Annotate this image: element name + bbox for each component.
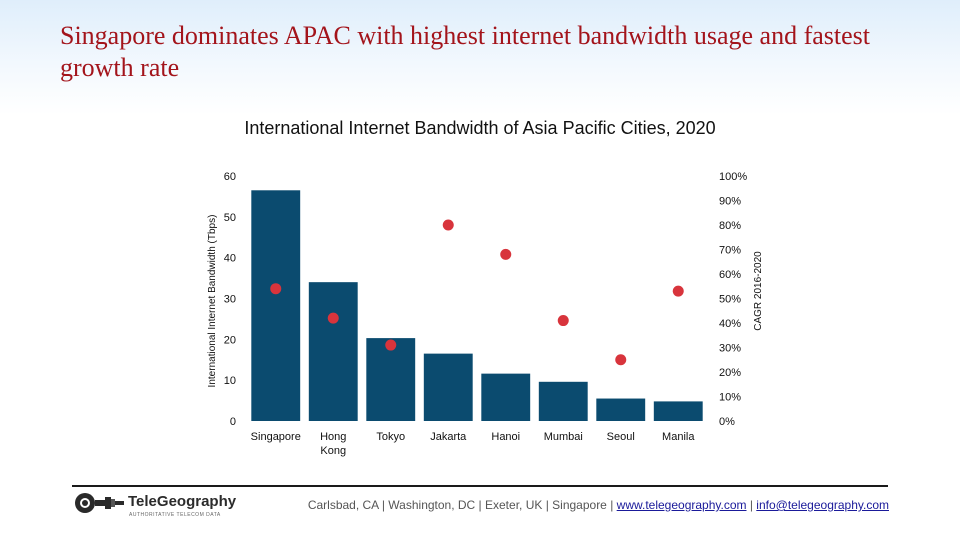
bar-hanoi bbox=[481, 373, 531, 421]
y2-tick-label: 30% bbox=[719, 343, 741, 355]
y-tick-label: 0 bbox=[230, 416, 236, 428]
cagr-point-hanoi bbox=[500, 248, 512, 260]
category-axis-labels: Singapore Hong Kong Tokyo Jakarta Hanoi Mumbai… bbox=[251, 431, 696, 457]
bar-jakarta bbox=[423, 353, 473, 421]
right-axis-ticks: 0% 10% 20% 30% 40% 50% 60% 70% 80% 90% 100% bbox=[719, 171, 747, 428]
bar-hong-kong bbox=[308, 282, 358, 421]
cagr-point-seoul bbox=[615, 354, 627, 366]
bar-series bbox=[251, 190, 703, 421]
bar-mumbai bbox=[538, 381, 588, 421]
telegeography-logo[interactable]: TeleGeography AUTHORITATIVE TELECOM DATA bbox=[74, 492, 237, 522]
cagr-point-manila bbox=[672, 285, 684, 297]
bar-tokyo bbox=[366, 338, 416, 421]
y-tick-label: 60 bbox=[224, 171, 236, 183]
cagr-point-jakarta bbox=[442, 219, 454, 231]
y-tick-label: 10 bbox=[224, 375, 236, 387]
y2-tick-label: 10% bbox=[719, 392, 741, 404]
x-tick-label: Hanoi bbox=[491, 431, 520, 443]
x-tick-label: Seoul bbox=[607, 431, 635, 443]
cagr-point-mumbai bbox=[557, 315, 569, 327]
y2-tick-label: 90% bbox=[719, 196, 741, 208]
y-tick-label: 20 bbox=[224, 334, 236, 346]
y-tick-label: 40 bbox=[224, 253, 236, 265]
y2-tick-label: 0% bbox=[719, 416, 735, 428]
y2-tick-label: 80% bbox=[719, 220, 741, 232]
x-tick-label: Singapore bbox=[251, 431, 301, 443]
x-tick-label: Hong Kong bbox=[320, 431, 346, 457]
email-link[interactable]: info@telegeography.com bbox=[756, 498, 889, 512]
brand-tagline: AUTHORITATIVE TELECOM DATA bbox=[129, 512, 221, 518]
y2-tick-label: 20% bbox=[719, 367, 741, 379]
y-tick-label: 50 bbox=[224, 212, 236, 224]
slide-title: Singapore dominates APAC with highest in… bbox=[60, 21, 870, 82]
y2-tick-label: 100% bbox=[719, 171, 747, 183]
x-tick-label: Mumbai bbox=[544, 431, 583, 443]
chart-title: International Internet Bandwidth of Asia… bbox=[244, 118, 716, 138]
y-tick-label: 30 bbox=[224, 294, 236, 306]
bar-seoul bbox=[596, 398, 646, 421]
x-tick-label: Manila bbox=[662, 431, 695, 443]
brand-name: TeleGeography bbox=[128, 493, 237, 510]
y2-tick-label: 70% bbox=[719, 245, 741, 257]
footer-divider bbox=[72, 485, 888, 487]
y2-tick-label: 50% bbox=[719, 294, 741, 306]
cagr-point-hong-kong bbox=[327, 312, 339, 324]
x-tick-label: Jakarta bbox=[430, 431, 467, 443]
cagr-point-tokyo bbox=[385, 339, 397, 351]
y2-tick-label: 40% bbox=[719, 318, 741, 330]
footer-separator: | bbox=[606, 498, 617, 512]
left-axis-label: International Internet Bandwidth (Tbps) bbox=[207, 215, 218, 388]
x-tick-label: Tokyo bbox=[376, 431, 405, 443]
office-locations: Carlsbad, CA | Washington, DC | Exeter, … bbox=[307, 498, 607, 512]
footer-separator: | bbox=[746, 498, 757, 512]
cagr-point-singapore bbox=[270, 283, 282, 295]
bar-manila bbox=[653, 401, 703, 421]
bar-singapore bbox=[251, 190, 301, 421]
right-axis-label: CAGR 2016-2020 bbox=[753, 251, 764, 331]
y2-tick-label: 60% bbox=[719, 269, 741, 281]
footer-contact: Carlsbad, CA | Washington, DC | Exeter, … bbox=[308, 498, 889, 512]
website-link[interactable]: www.telegeography.com bbox=[616, 498, 747, 512]
cable-logo-icon bbox=[75, 493, 124, 513]
bandwidth-chart: 0 10 20 30 40 50 60 0% 10% 20% 30% 40% 50% 60% 70% 80%… bbox=[207, 171, 764, 457]
cagr-series bbox=[270, 219, 684, 366]
left-axis-ticks: 0 10 20 30 40 50 60 bbox=[224, 171, 236, 428]
